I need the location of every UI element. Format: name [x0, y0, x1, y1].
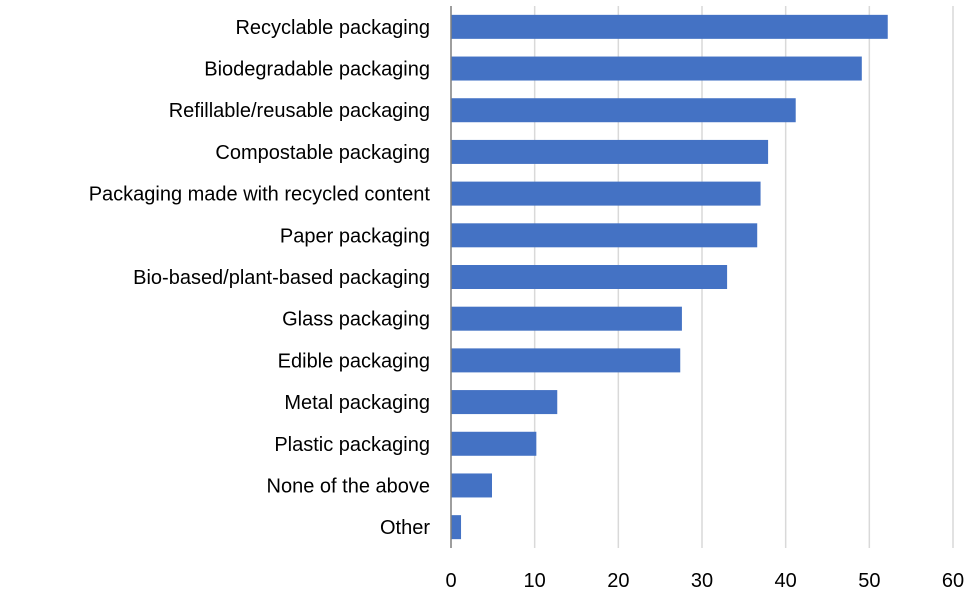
category-labels: Recyclable packaging Biodegradable packag… — [89, 17, 431, 539]
x-tick-label: 10 — [524, 570, 546, 589]
bar — [451, 390, 558, 415]
bar — [451, 265, 728, 289]
bar — [451, 431, 537, 456]
category-label: Packaging made with recycled content — [89, 184, 431, 206]
x-tick-label: 30 — [691, 570, 713, 589]
bar — [451, 98, 796, 123]
category-label: Recyclable packaging — [235, 17, 430, 39]
bar — [451, 348, 681, 373]
bar — [451, 56, 862, 81]
x-tick-label: 60 — [942, 570, 964, 589]
bar — [451, 306, 682, 331]
bar — [451, 139, 769, 164]
x-tick-label: 40 — [775, 570, 797, 589]
category-label: Compostable packaging — [215, 142, 430, 164]
x-tick-label: 20 — [607, 570, 629, 589]
category-label: Paper packaging — [280, 225, 430, 247]
category-label: Metal packaging — [284, 392, 430, 414]
bar — [451, 515, 462, 540]
category-label: Other — [380, 517, 430, 539]
bar — [451, 14, 888, 39]
bars — [451, 14, 888, 540]
category-label: None of the above — [267, 475, 430, 497]
category-label: Refillable/reusable packaging — [169, 100, 430, 122]
category-label: Biodegradable packaging — [204, 59, 430, 81]
bar — [451, 473, 492, 498]
category-label: Bio-based/plant-based packaging — [133, 267, 430, 289]
category-label: Plastic packaging — [274, 434, 430, 456]
bar — [451, 223, 758, 248]
category-label: Edible packaging — [278, 350, 430, 372]
bar — [451, 181, 761, 206]
x-tick-labels: 0 10 20 30 40 50 60 — [445, 570, 964, 589]
category-label: Glass packaging — [282, 309, 430, 331]
x-tick-label: 50 — [858, 570, 880, 589]
x-tick-label: 0 — [445, 570, 456, 589]
